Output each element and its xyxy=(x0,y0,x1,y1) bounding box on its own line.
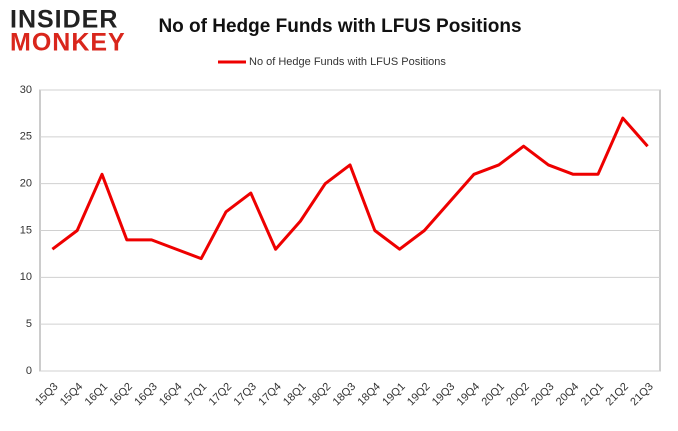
y-tick-label: 15 xyxy=(20,224,32,236)
chart-title: No of Hedge Funds with LFUS Positions xyxy=(158,16,521,37)
y-tick-label: 5 xyxy=(26,318,32,330)
y-tick-label: 20 xyxy=(20,178,32,190)
y-tick-label: 30 xyxy=(20,84,32,96)
legend-label: No of Hedge Funds with LFUS Positions xyxy=(249,56,446,68)
line xyxy=(51,116,649,261)
logo-line2: MONKEY xyxy=(10,29,126,57)
y-tick-label: 0 xyxy=(26,365,32,377)
y-tick-label: 25 xyxy=(20,131,32,143)
y-tick-label: 10 xyxy=(20,271,32,283)
logo-line1: INSIDER xyxy=(10,6,118,34)
